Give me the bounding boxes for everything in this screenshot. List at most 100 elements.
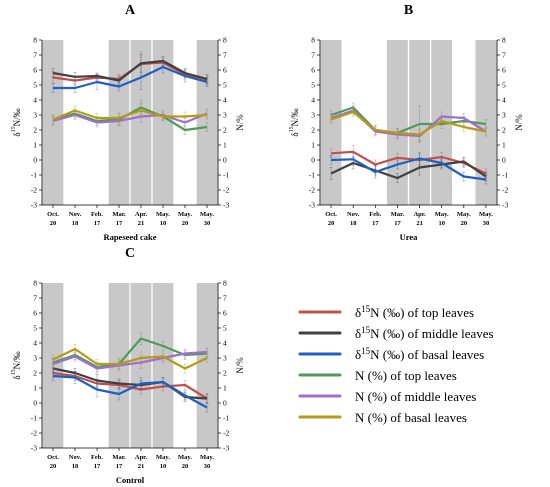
y-axis-title-right: N/%	[235, 357, 245, 374]
series-line	[52, 347, 208, 370]
series-line	[330, 106, 487, 135]
y-axis-title-left: δ15N/‰	[11, 108, 22, 136]
y-axis-title-right: N/%	[514, 114, 524, 131]
x-tick-label-day: 30	[204, 463, 211, 470]
legend-item-d15N_middle: δ15N (‰) of middle leaves	[298, 325, 494, 341]
series-d15N_middle	[51, 53, 209, 86]
y-tick-label-left: 0	[33, 399, 37, 408]
x-tick-label-day: 18	[72, 463, 79, 470]
x-tick-label-month: May.	[178, 211, 192, 218]
legend-label: δ15N (‰) of middle leaves	[355, 325, 494, 341]
y-tick-label-right: 8	[502, 36, 506, 45]
y-tick-label-right: -2	[223, 429, 229, 438]
x-tick-label-month: Apr.	[413, 211, 426, 218]
shaded-band	[152, 283, 174, 448]
y-tick-label-right: 3	[502, 111, 506, 120]
y-tick-label-right: 5	[223, 324, 227, 333]
y-tick-label-right: -3	[223, 201, 229, 210]
x-tick-label-day: 20	[50, 463, 57, 470]
y-tick-label-right: 8	[223, 279, 227, 288]
series-d15N_basal	[51, 60, 209, 93]
series-line	[331, 157, 487, 181]
x-tick-label-day: 17	[116, 220, 123, 227]
x-tick-label-day: 30	[204, 220, 211, 227]
x-tick-label-month: Oct.	[325, 211, 337, 218]
x-tick-label-month: Mar.	[391, 211, 405, 218]
y-tick-label-left: 7	[33, 294, 37, 303]
series-line	[330, 160, 487, 180]
y-tick-label-left: 7	[311, 51, 315, 60]
y-tick-label-left: 7	[33, 51, 37, 60]
y-tick-label-right: 7	[223, 294, 227, 303]
legend: δ15N (‰) of top leaves δ15N (‰) of middle…	[298, 304, 494, 425]
y-tick-label-right: 6	[502, 66, 506, 75]
panel-a: -3 -3 -2 -2 -1 -1 0 0 1 1 2 2 3 3 4 4 5 5 6 6 7 7 8 8 Oct. 20 Nov.…	[11, 3, 245, 242]
y-tick-label-right: 4	[502, 96, 506, 105]
series-line	[52, 112, 208, 124]
y-tick-label-right: 2	[502, 126, 506, 135]
y-tick-label-left: -1	[31, 414, 37, 423]
x-tick-label-month: Apr.	[135, 454, 148, 461]
panel-title: A	[125, 3, 136, 18]
y-tick-label-left: 8	[33, 36, 37, 45]
y-tick-label-left: -1	[309, 171, 315, 180]
y-tick-label-right: -3	[502, 201, 508, 210]
y-tick-label-right: 5	[502, 81, 506, 90]
x-tick-label-day: 20	[461, 220, 468, 227]
x-tick-label-day: 21	[138, 220, 145, 227]
y-tick-label-right: 2	[223, 369, 227, 378]
y-axis-title-right: N/%	[235, 114, 245, 131]
legend-label: δ15N (‰) of basal leaves	[355, 346, 484, 362]
x-tick-label-month: May.	[479, 211, 493, 218]
x-tick-label-day: 21	[138, 463, 145, 470]
legend-item-N_top: N (%) of top leaves	[298, 368, 457, 383]
y-tick-label-left: 1	[33, 141, 37, 150]
x-tick-label-month: May.	[200, 454, 214, 461]
y-tick-label-right: -3	[223, 444, 229, 453]
y-tick-label-right: 4	[223, 96, 227, 105]
x-tick-label-day: 10	[438, 220, 445, 227]
y-tick-label-right: 7	[223, 51, 227, 60]
y-tick-label-right: 5	[223, 81, 227, 90]
legend-item-N_middle: N (%) of middle leaves	[298, 389, 476, 404]
x-tick-label-month: Feb.	[369, 211, 381, 218]
y-tick-label-left: 5	[33, 81, 37, 90]
y-tick-label-left: 6	[33, 66, 37, 75]
y-tick-label-left: 1	[33, 384, 37, 393]
y-tick-label-right: 7	[502, 51, 506, 60]
x-tick-label-day: 18	[350, 220, 357, 227]
y-tick-label-left: 3	[311, 111, 315, 120]
x-tick-label-day: 20	[182, 220, 189, 227]
x-tick-label-day: 17	[94, 220, 101, 227]
y-tick-label-left: 6	[311, 66, 315, 75]
x-tick-label-month: Nov.	[69, 454, 82, 461]
x-tick-label-day: 20	[328, 220, 335, 227]
x-axis-title: Control	[116, 475, 145, 485]
y-tick-label-left: 4	[311, 96, 315, 105]
y-tick-label-right: 0	[223, 399, 227, 408]
series-line	[52, 371, 208, 400]
y-tick-label-left: -2	[31, 429, 37, 438]
panel-c: -3 -3 -2 -2 -1 -1 0 0 1 1 2 2 3 3 4 4 5 5 6 6 7 7 8 8 Oct. 20 Nov.…	[11, 246, 245, 485]
y-tick-label-right: 8	[223, 36, 227, 45]
y-tick-label-left: 5	[311, 81, 315, 90]
x-tick-label-month: May.	[457, 211, 471, 218]
y-axis-title-left: δ15N/‰	[11, 351, 22, 379]
panel-b: -3 -3 -2 -2 -1 -1 0 0 1 1 2 2 3 3 4 4 5 5 6 6 7 7 8 8 Oct. 20 Nov.…	[289, 3, 524, 242]
x-tick-label-month: May.	[178, 454, 192, 461]
y-tick-label-right: -1	[223, 171, 229, 180]
x-tick-label-month: May.	[156, 454, 170, 461]
x-tick-label-day: 21	[416, 220, 423, 227]
x-tick-label-month: Nov.	[347, 211, 360, 218]
x-tick-label-month: Oct.	[47, 211, 59, 218]
y-tick-label-right: 6	[223, 66, 227, 75]
legend-item-d15N_top: δ15N (‰) of top leaves	[298, 304, 474, 320]
series-line	[52, 350, 208, 370]
x-tick-label-month: Nov.	[69, 211, 82, 218]
y-tick-label-right: 0	[502, 156, 506, 165]
y-tick-label-right: 1	[223, 141, 227, 150]
y-tick-label-left: 8	[311, 36, 315, 45]
y-tick-label-right: -2	[223, 186, 229, 195]
y-tick-label-left: -2	[309, 186, 315, 195]
